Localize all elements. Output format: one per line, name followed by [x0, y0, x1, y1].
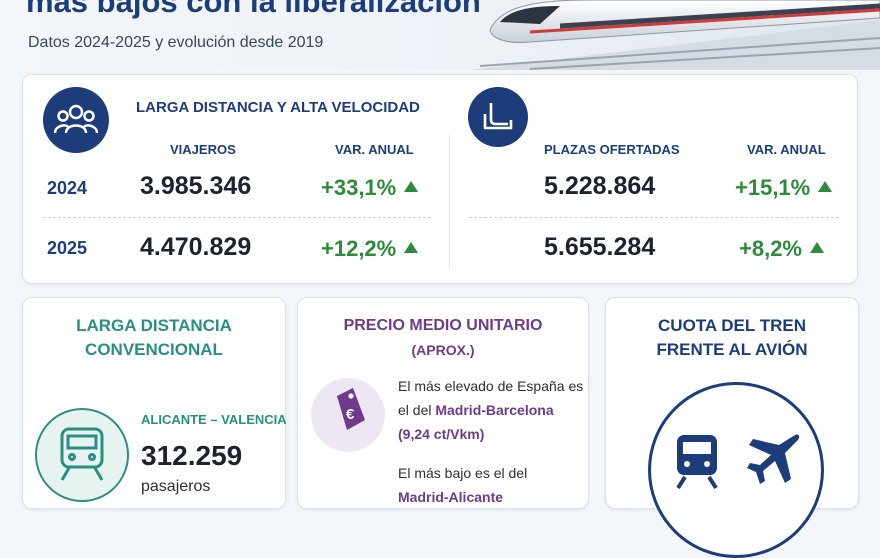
- row-divider: [43, 217, 431, 218]
- col-var-anual: VAR. ANUAL: [335, 142, 414, 157]
- convencional-title: LARGA DISTANCIA CONVENCIONAL: [76, 316, 232, 359]
- subtitle: Datos 2024-2025 y evolución desde 2019: [28, 34, 324, 51]
- plane-icon: [747, 434, 800, 484]
- route-label: ALICANTE – VALENCIA: [141, 412, 287, 427]
- up-arrow-icon: [818, 181, 833, 192]
- up-arrow-icon: [404, 181, 419, 192]
- svg-text:€: €: [346, 406, 355, 423]
- col-var-anual-2: VAR. ANUAL: [747, 142, 826, 157]
- var-plazas-2024: +15,1%: [735, 175, 833, 201]
- header-band: más bajos con la liberalización Datos 20…: [0, 0, 880, 70]
- seat-icon: [468, 87, 528, 147]
- ld-av-panel: LARGA DISTANCIA Y ALTA VELOCIDAD VIAJERO…: [22, 74, 858, 284]
- up-arrow-icon: [810, 242, 824, 253]
- column-divider: [449, 135, 450, 267]
- viajeros-2024: 3.985.346: [140, 172, 252, 200]
- card-precio: PRECIO MEDIO UNITARIO (APROX.) € El más …: [297, 297, 589, 509]
- people-icon: [43, 87, 109, 153]
- col-viajeros: VIAJEROS: [170, 142, 236, 157]
- col-plazas: PLAZAS OFERTADAS: [544, 142, 680, 157]
- var-plazas-2025: +8,2%: [739, 236, 824, 262]
- ld-av-title: LARGA DISTANCIA Y ALTA VELOCIDAD: [136, 99, 420, 116]
- convencional-unit: pasajeros: [141, 478, 211, 495]
- train-icon: [676, 435, 718, 489]
- convencional-number: 312.259: [141, 440, 243, 471]
- cuota-title: CUOTA DEL TREN FRENTE AL AVIÓN: [656, 316, 808, 359]
- up-arrow-icon: [404, 242, 419, 253]
- plazas-2025: 5.655.284: [544, 233, 656, 261]
- tren-avion-circle: [648, 382, 824, 558]
- card-convencional: LARGA DISTANCIA CONVENCIONAL ALICANTE – …: [22, 297, 287, 509]
- viajeros-2025: 4.470.829: [140, 233, 252, 261]
- train-icon: [35, 408, 129, 502]
- plazas-2024: 5.228.864: [544, 172, 656, 200]
- var-viajeros-2024: +33,1%: [321, 175, 419, 201]
- var-viajeros-2025: +12,2%: [321, 236, 419, 262]
- precio-subtitle: (APROX.): [411, 342, 475, 358]
- train-photo: [470, 0, 880, 70]
- year-2025: 2025: [47, 238, 88, 258]
- precio-title: PRECIO MEDIO UNITARIO: [343, 317, 543, 334]
- card-cuota: CUOTA DEL TREN FRENTE AL AVIÓN: [605, 297, 859, 558]
- year-2024: 2024: [47, 178, 88, 198]
- precio-high-text: El más elevado de España es el del Madri…: [398, 378, 584, 442]
- price-tag-icon: €: [311, 378, 385, 452]
- headline: más bajos con la liberalización: [26, 0, 481, 19]
- precio-low-text: El más bajo es el del Madrid-Alicante: [398, 465, 528, 505]
- row-divider: [469, 217, 839, 218]
